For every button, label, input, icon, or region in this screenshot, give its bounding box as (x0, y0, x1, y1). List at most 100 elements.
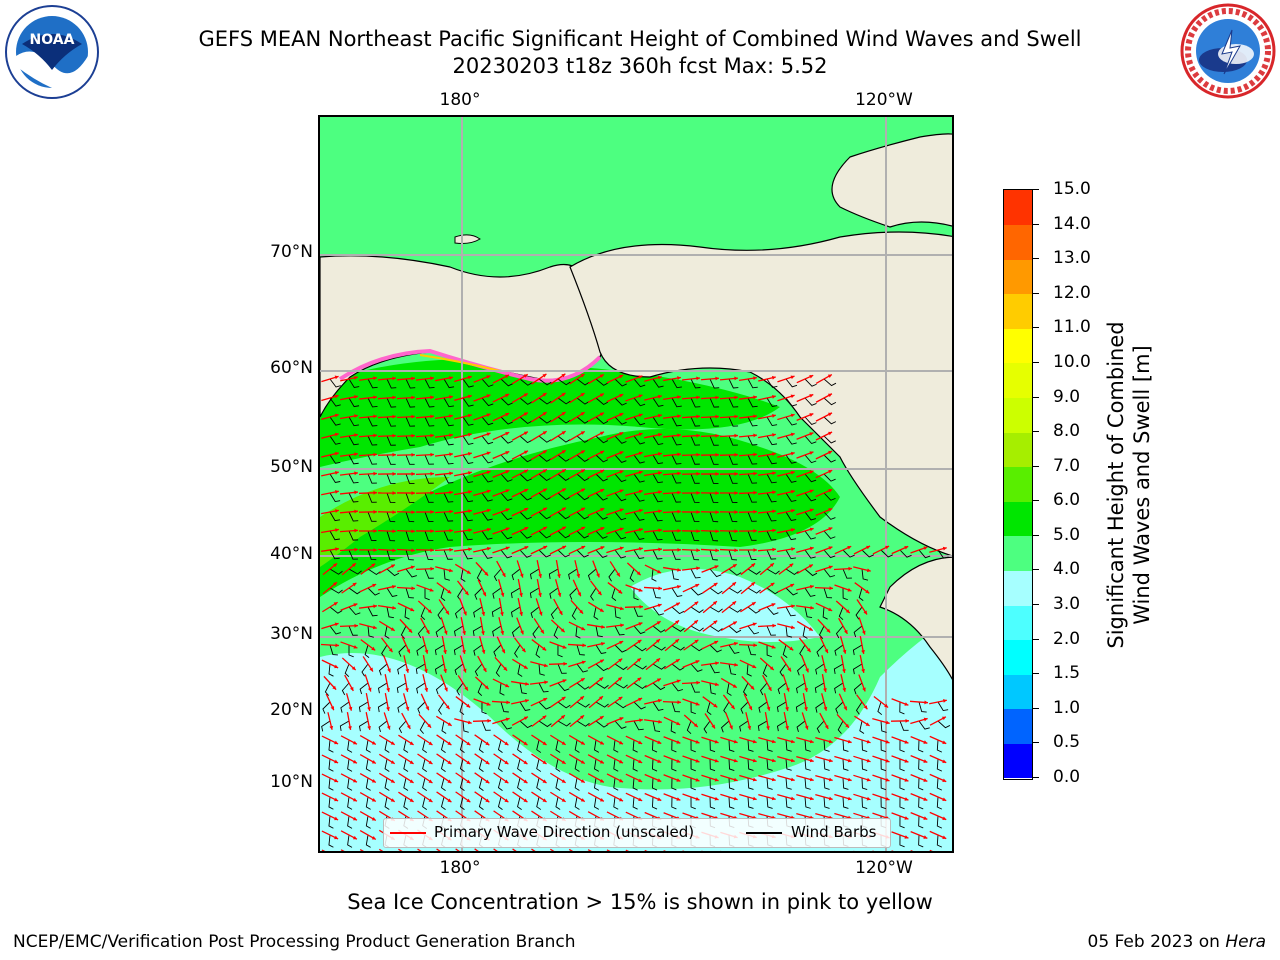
wind-barb (364, 644, 370, 659)
wind-barb (816, 720, 825, 734)
wind-barb (492, 625, 502, 637)
wave-direction-arrowhead (866, 796, 871, 801)
wave-direction-arrowhead (430, 471, 434, 476)
wind-barb (614, 549, 626, 559)
wave-direction-arrowhead (715, 661, 719, 666)
wave-direction-arrowhead (844, 629, 848, 634)
wave-direction-arrowhead (714, 565, 719, 569)
wave-direction-arrowhead (580, 779, 585, 783)
wave-direction-arrowhead (695, 797, 700, 801)
wave-direction-arrowhead (599, 778, 604, 783)
wind-barb (823, 473, 836, 482)
wind-barb (519, 454, 533, 463)
wind-barb (443, 492, 454, 503)
wind-barb (348, 397, 360, 408)
wind-barb (690, 549, 700, 561)
sea-ice-note: Sea Ice Concentration > 15% is shown in … (347, 890, 933, 914)
wind-barb (747, 625, 760, 635)
wave-direction-arrowhead (828, 777, 833, 782)
wave-direction-arrowhead (785, 687, 790, 692)
wave-direction-arrowhead (563, 661, 567, 666)
wind-barb (766, 473, 777, 484)
wave-direction-arrowhead (828, 508, 833, 512)
wave-direction-arrowhead (505, 374, 510, 379)
wave-direction-arrowhead (580, 393, 585, 397)
wind-barb (497, 796, 503, 810)
wind-barb (835, 701, 844, 714)
wind-barb (861, 568, 869, 581)
wind-barb (804, 397, 817, 406)
wave-direction-arrowhead (619, 717, 624, 721)
footer-host: Hera (1225, 932, 1266, 952)
wind-barb (422, 739, 427, 753)
wave-direction-arrowhead (695, 740, 700, 744)
wave-direction-arrowhead (866, 758, 871, 763)
wind-barb (538, 397, 552, 405)
wind-barb (405, 587, 414, 599)
wave-direction-arrowhead (809, 489, 814, 494)
wind-barb (535, 644, 541, 659)
wave-direction-arrowhead (790, 470, 795, 475)
wave-direction-arrowhead (335, 643, 339, 648)
wave-direction-arrowhead (676, 721, 681, 726)
wave-direction-arrowhead (505, 683, 510, 688)
wave-direction-arrowhead (485, 760, 490, 765)
wave-direction-arrowhead (638, 394, 643, 399)
wind-barb (633, 663, 647, 670)
colorbar-segment (1004, 224, 1032, 260)
wind-barb (785, 492, 797, 502)
wave-direction-arrowhead (449, 395, 453, 399)
wave-direction-arrowhead (810, 605, 814, 610)
wave-direction-arrowhead (367, 707, 371, 711)
wave-direction-arrowhead (487, 718, 491, 723)
wave-direction-arrowhead (463, 611, 467, 616)
wave-direction-arrowhead (409, 798, 414, 802)
map-legend: Primary Wave Direction (unscaled) Wind B… (383, 818, 891, 848)
wind-barb (880, 796, 887, 810)
wind-barb (747, 606, 761, 614)
wind-barb (936, 834, 943, 848)
colorbar-tick-label: 8.0 (1053, 421, 1081, 442)
wind-barb (472, 625, 483, 637)
wind-barb (690, 682, 700, 693)
wind-barb (709, 682, 717, 695)
wind-barb (441, 720, 447, 734)
wind-barb (804, 454, 817, 464)
wave-direction-arrowhead (561, 741, 566, 745)
wind-barb (706, 701, 712, 715)
wind-barb (842, 777, 849, 790)
wind-barb (842, 568, 852, 579)
wind-barb (397, 701, 407, 713)
wave-direction-arrowhead (696, 452, 700, 457)
wind-barb (481, 530, 493, 540)
wave-direction-arrowhead (638, 508, 643, 513)
wind-barb (517, 777, 522, 791)
wind-barb (633, 530, 645, 540)
wind-barb (365, 739, 371, 753)
wave-direction-arrowhead (348, 726, 352, 730)
wave-direction-arrowhead (809, 796, 814, 801)
wave-direction-arrowhead (732, 684, 737, 688)
wind-barb (785, 568, 799, 576)
wind-barb (652, 454, 664, 465)
sea-ice-edge-yellow (419, 354, 501, 372)
wind-barb (557, 435, 571, 443)
wave-direction-arrowhead (542, 393, 547, 397)
wind-barb (785, 758, 792, 771)
wind-barb (367, 378, 378, 389)
wind-barb (348, 625, 358, 636)
wave-direction-arrow (701, 850, 703, 851)
wave-direction-arrowhead (505, 470, 510, 474)
wave-direction-arrow (531, 848, 536, 851)
colorbar-tick-mark (1033, 569, 1039, 571)
wind-barb (557, 511, 571, 520)
wind-barb (804, 758, 811, 771)
wave-direction-arrowhead (619, 640, 624, 645)
wind-barb (453, 644, 464, 656)
wind-barb (633, 549, 645, 560)
wind-barb (557, 701, 571, 709)
wave-direction-arrowhead (540, 629, 544, 634)
wind-barb (595, 701, 609, 708)
colorbar-segment (1004, 259, 1032, 295)
wave-direction-arrowhead (542, 373, 547, 378)
